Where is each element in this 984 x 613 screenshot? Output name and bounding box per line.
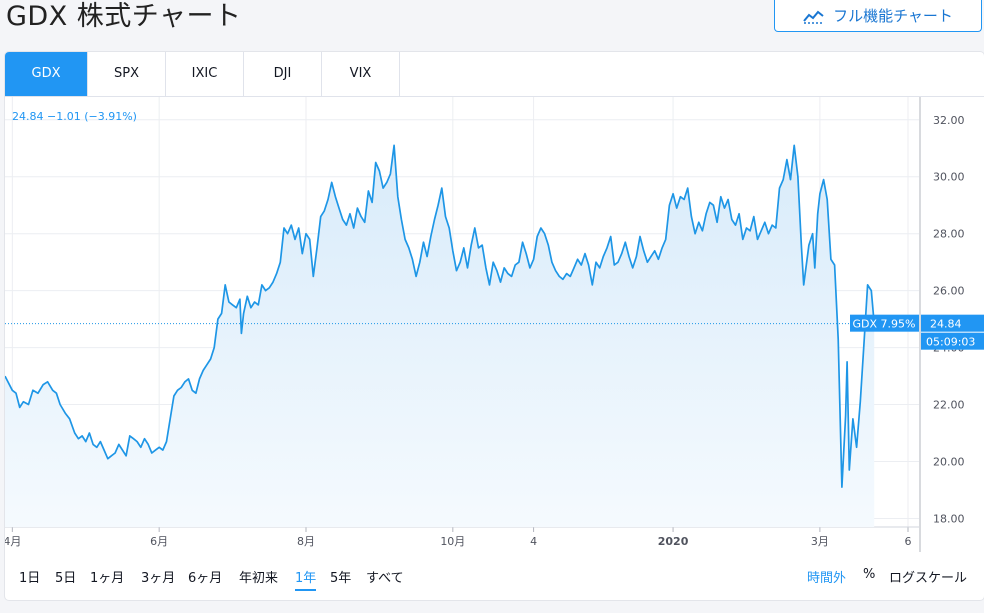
symbol-tabs: GDX SPX IXIC DJI VIX — [5, 52, 984, 97]
period-button-2[interactable]: 1ヶ月 — [90, 571, 125, 586]
period-button-0[interactable]: 1日 — [19, 571, 41, 586]
x-tick-label: 6月 — [150, 535, 168, 548]
x-tick-label: 10月 — [440, 535, 465, 548]
y-tick-label: 20.00 — [933, 456, 965, 469]
countdown-box — [921, 332, 984, 350]
tab-4[interactable]: VIX — [322, 52, 400, 96]
last-price-label: 24.84 — [930, 318, 962, 331]
y-tick-label: 18.00 — [933, 512, 965, 525]
tab-2[interactable]: IXIC — [166, 52, 244, 96]
countdown-label: 05:09:03 — [926, 336, 975, 349]
series-label-box — [850, 314, 919, 332]
tab-1[interactable]: SPX — [88, 52, 166, 96]
x-tick-label: 8月 — [297, 535, 315, 548]
x-tick-label: 6 — [904, 535, 911, 548]
tab-3[interactable]: DJI — [244, 52, 322, 96]
period-button-7[interactable]: 5年 — [330, 571, 352, 586]
x-tick-label: 4月 — [5, 535, 21, 548]
x-tick-label: 2020 — [658, 535, 689, 548]
price-line — [5, 144, 876, 488]
full-chart-button[interactable]: フル機能チャート — [774, 0, 982, 32]
last-price-box — [921, 314, 984, 332]
full-chart-button-label: フル機能チャート — [833, 7, 953, 25]
y-tick-label: 30.00 — [933, 171, 965, 184]
period-bar: 時間外 % ログスケール 1日 5日 1ヶ月 3ヶ月 6ヶ月 年初来 1年 5年 すべて — [5, 567, 984, 591]
y-tick-label: 22.00 — [933, 399, 965, 412]
period-button-1[interactable]: 5日 — [55, 571, 77, 586]
price-area — [5, 145, 875, 527]
tab-0[interactable]: GDX — [5, 52, 88, 96]
y-tick-label: 28.00 — [933, 228, 965, 241]
quote-text: 24.84 −1.01 (−3.91%) — [12, 110, 137, 123]
period-button-3[interactable]: 3ヶ月 — [141, 571, 176, 586]
series-label: GDX 7.95% — [853, 318, 916, 331]
period-button-6[interactable]: 1年 — [295, 567, 317, 591]
percent-toggle[interactable]: % — [863, 567, 876, 582]
chart-line-icon — [803, 10, 825, 24]
period-button-5[interactable]: 年初来 — [239, 571, 279, 586]
x-tick-label: 4 — [530, 535, 537, 548]
page-title: GDX 株式チャート — [6, 1, 242, 32]
period-button-8[interactable]: すべて — [366, 571, 404, 586]
period-button-4[interactable]: 6ヶ月 — [188, 571, 223, 586]
y-tick-label: 32.00 — [933, 114, 965, 127]
x-tick-label: 3月 — [811, 535, 829, 548]
log-scale-toggle[interactable]: ログスケール — [889, 571, 968, 586]
extended-hours-toggle[interactable]: 時間外 — [807, 571, 847, 586]
price-chart[interactable]: 18.0020.0022.0024.0026.0028.0030.0032.00… — [5, 97, 984, 552]
chart-area[interactable]: 18.0020.0022.0024.0026.0028.0030.0032.00… — [5, 97, 984, 552]
y-tick-label: 26.00 — [933, 285, 965, 298]
